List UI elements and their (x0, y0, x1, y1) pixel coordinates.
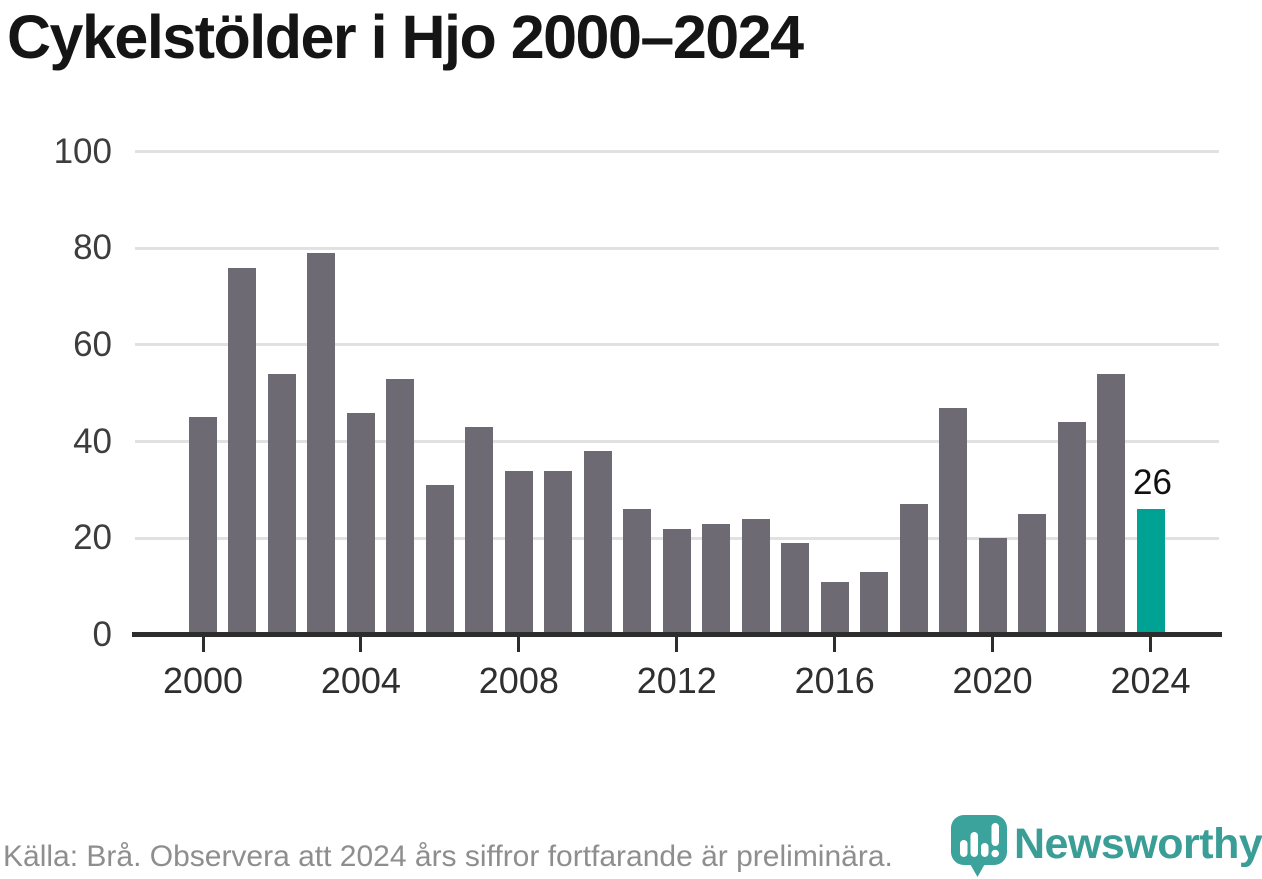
gridline-y-40 (135, 440, 1219, 444)
bar-2007 (465, 427, 494, 635)
bar-2008 (504, 470, 533, 635)
x-tick-2000 (201, 637, 205, 652)
gridline-y-80 (135, 246, 1219, 250)
x-tick-2008 (517, 637, 521, 652)
x-axis-label-2020: 2020 (952, 660, 1033, 701)
bar-2001 (228, 267, 257, 635)
bar-2024 (1136, 509, 1165, 635)
x-tick-2020 (991, 637, 995, 652)
x-tick-2016 (833, 637, 837, 652)
bar-2018 (899, 504, 928, 635)
y-axis-label-40: 40 (73, 421, 112, 461)
x-tick-2024 (1149, 637, 1153, 652)
gridline-y-100 (135, 150, 1219, 153)
newsworthy-wordmark: Newsworthy (1014, 820, 1262, 868)
highlight-value-label: 26 (1133, 463, 1172, 503)
x-axis-label-2024: 2024 (1110, 660, 1191, 701)
bar-2014 (741, 518, 770, 635)
bar-2010 (583, 451, 612, 635)
bar-2003 (307, 253, 336, 635)
y-axis-label-20: 20 (73, 518, 112, 558)
y-axis-label-100: 100 (53, 131, 112, 171)
bar-2022 (1057, 422, 1086, 635)
bar-2002 (267, 373, 296, 635)
source-note: Källa: Brå. Observera att 2024 års siffr… (3, 840, 893, 873)
x-axis-line (132, 632, 1222, 637)
bar-2016 (820, 581, 849, 635)
bar-2009 (544, 470, 573, 635)
y-axis-label-0: 0 (92, 615, 112, 654)
bar-2020 (978, 538, 1007, 635)
bar-2021 (1018, 514, 1047, 635)
bar-2023 (1097, 373, 1126, 635)
bar-2015 (781, 543, 810, 635)
x-axis-label-2004: 2004 (320, 660, 401, 701)
x-axis-label-2008: 2008 (478, 660, 559, 701)
bar-2000 (189, 417, 217, 635)
bar-2004 (346, 412, 375, 635)
bar-2013 (702, 523, 731, 635)
newsworthy-logo-icon (951, 815, 1007, 877)
chart-title: Cykelstölder i Hjo 2000–2024 (7, 3, 804, 71)
y-axis-label-60: 60 (73, 324, 112, 364)
gridline-y-60 (135, 343, 1219, 347)
bar-2011 (623, 509, 652, 635)
x-tick-2012 (675, 637, 679, 652)
x-tick-2004 (359, 637, 363, 652)
bar-2005 (386, 378, 415, 635)
bar-2012 (662, 528, 691, 635)
x-axis-label-2016: 2016 (794, 660, 875, 701)
y-axis-label-80: 80 (73, 228, 112, 268)
bar-2019 (939, 407, 968, 635)
x-axis-label-2012: 2012 (636, 660, 717, 701)
x-axis-label-2000: 2000 (162, 660, 244, 701)
bar-2017 (860, 572, 889, 635)
bar-2006 (425, 485, 454, 635)
